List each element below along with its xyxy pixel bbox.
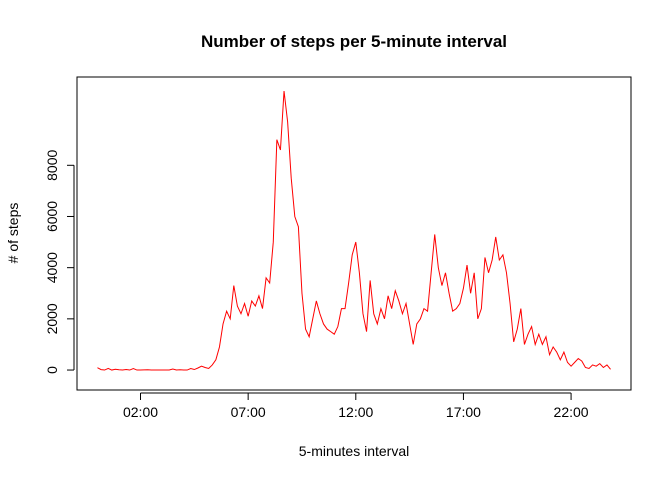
y-tick-label: 6000 — [44, 201, 60, 232]
x-tick-label: 07:00 — [231, 404, 266, 420]
x-axis-label: 5-minutes interval — [299, 443, 410, 459]
y-tick-label: 2000 — [44, 303, 60, 334]
x-tick-label: 12:00 — [338, 404, 373, 420]
y-tick-label: 4000 — [44, 252, 60, 283]
data-line — [97, 91, 611, 371]
x-tick-label: 02:00 — [123, 404, 158, 420]
x-tick-label: 17:00 — [446, 404, 481, 420]
y-tick-label: 0 — [44, 366, 60, 374]
y-axis-label: # of steps — [5, 203, 21, 264]
plot-box — [76, 76, 632, 391]
y-tick-label: 8000 — [44, 150, 60, 181]
chart-title: Number of steps per 5-minute interval — [201, 32, 507, 51]
x-tick-label: 22:00 — [554, 404, 589, 420]
